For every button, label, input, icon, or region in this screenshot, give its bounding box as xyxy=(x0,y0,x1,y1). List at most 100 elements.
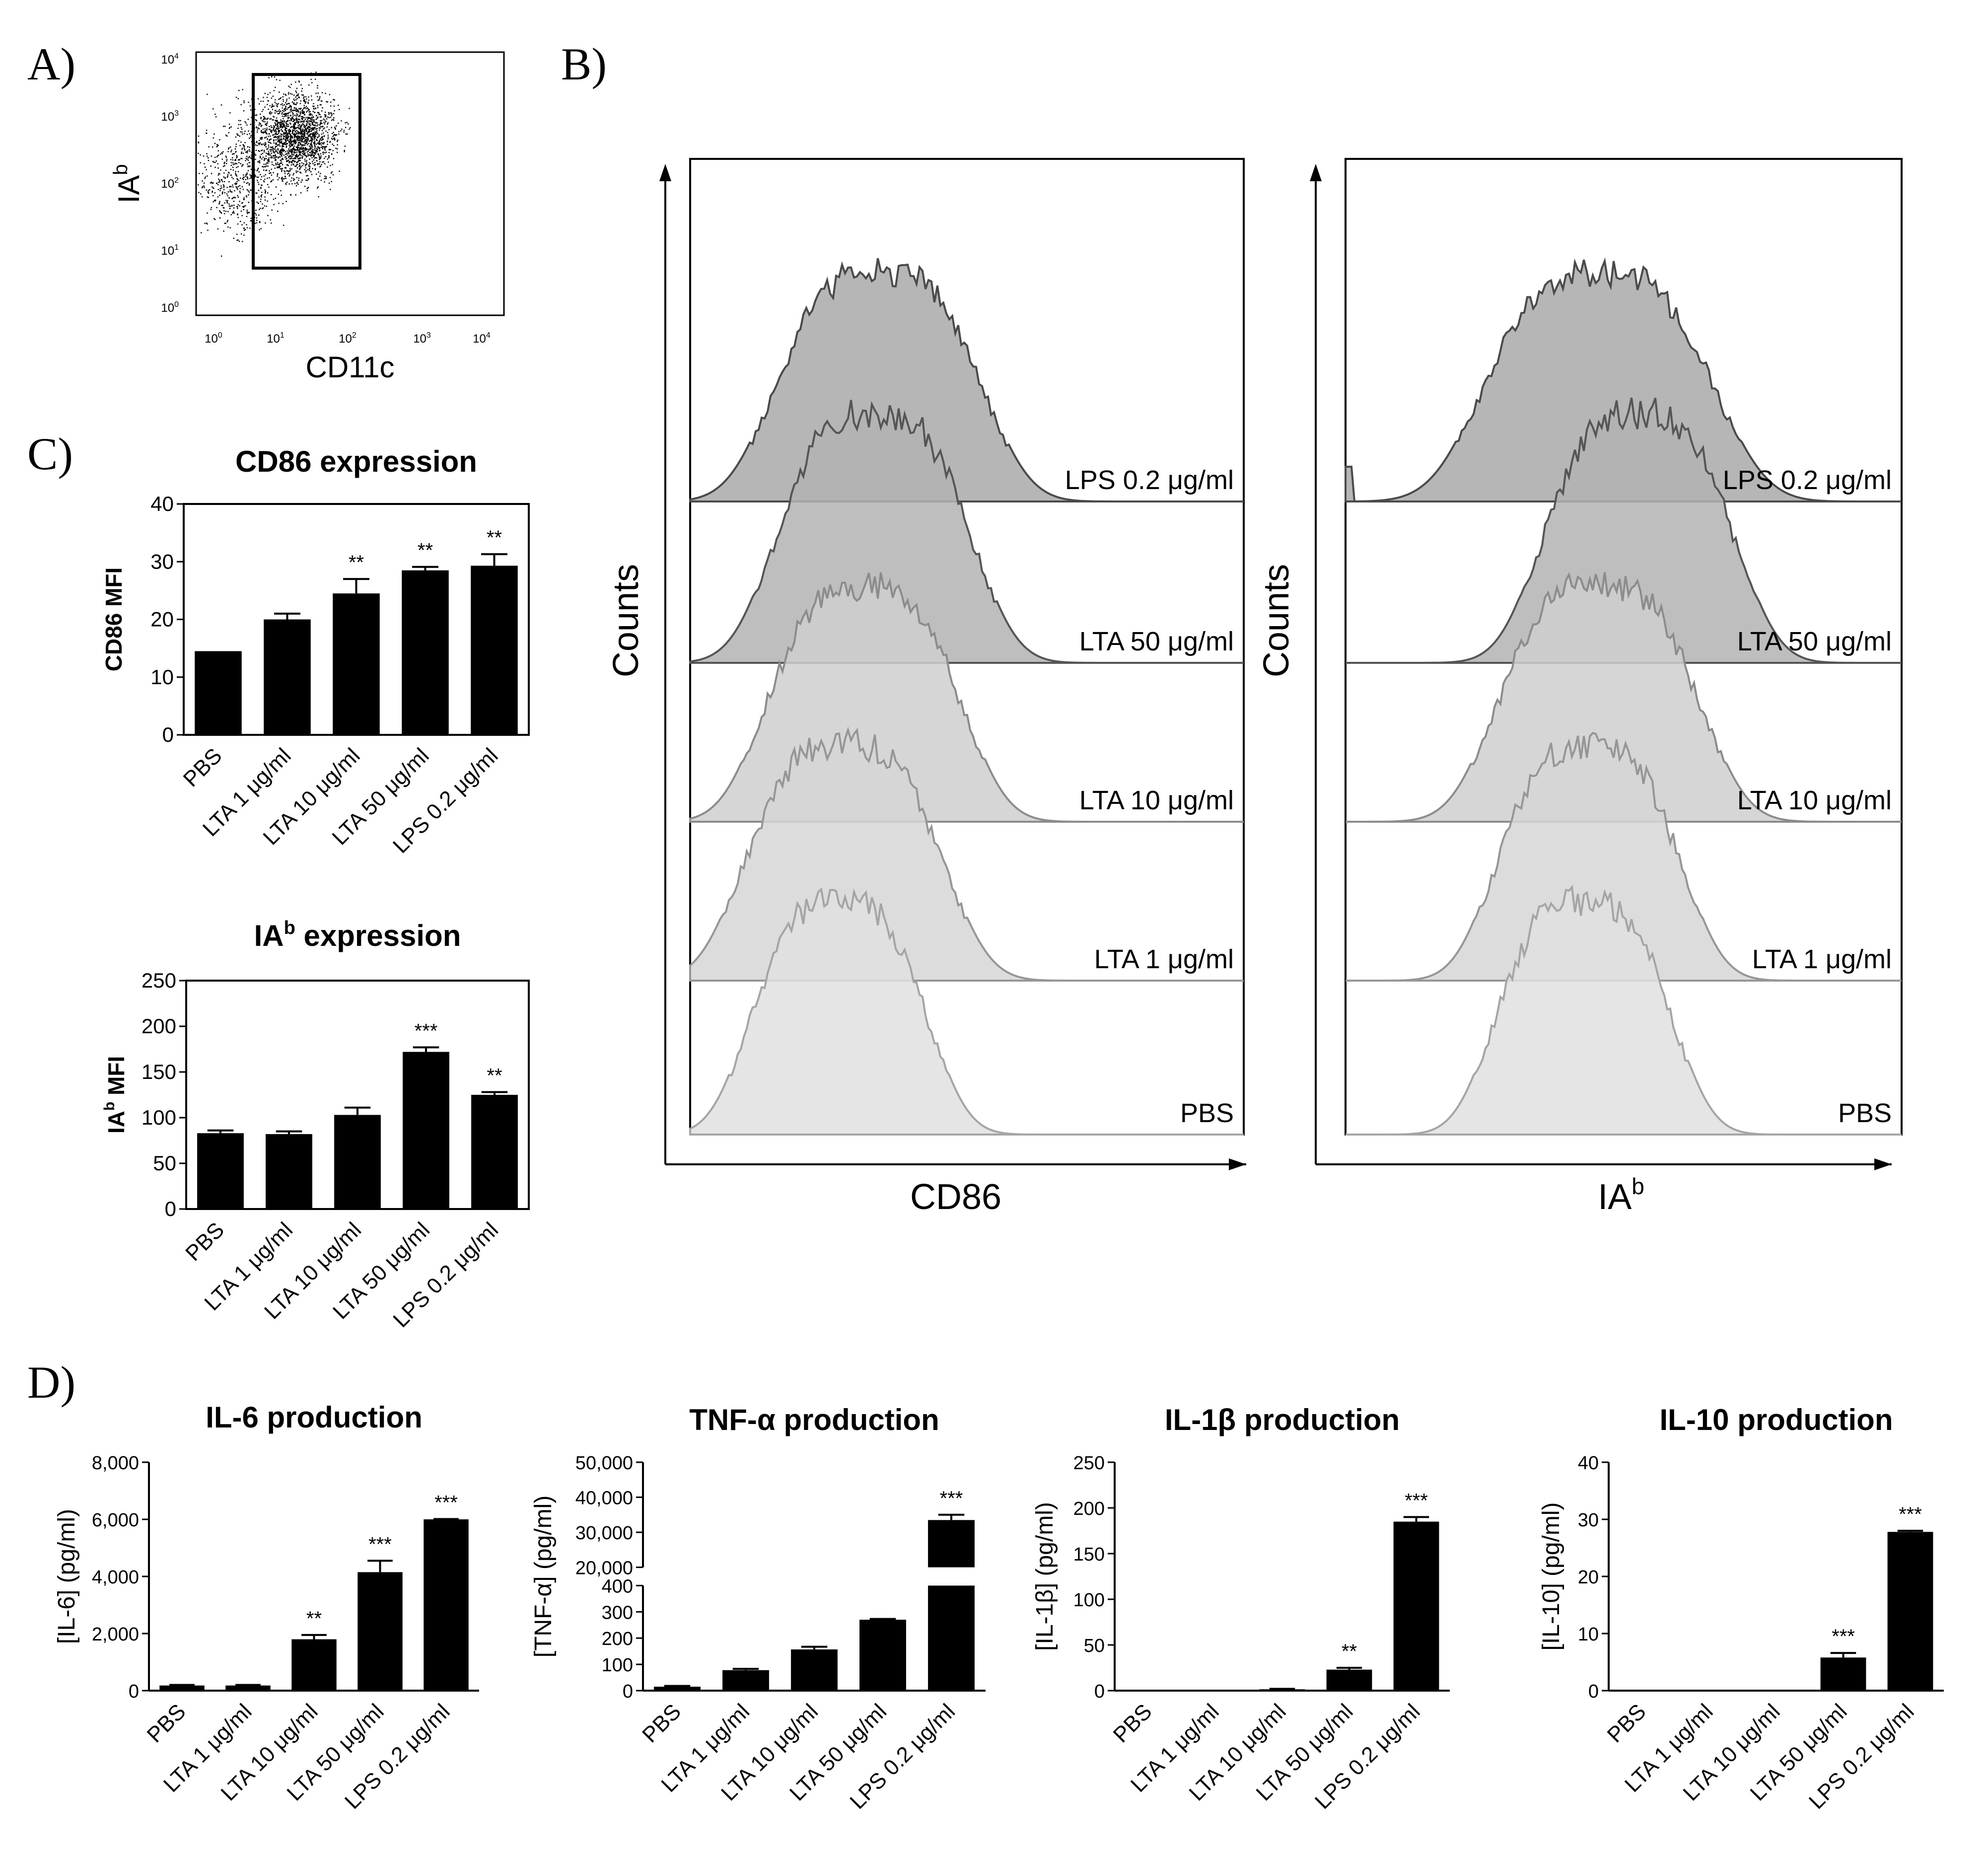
chart-title: IAb expression xyxy=(254,918,461,952)
chart-y-label: [IL-10] (pg/ml) xyxy=(1538,1502,1564,1651)
chart-y-tick-label: 20 xyxy=(150,608,174,631)
chart-y-tick-label: 200 xyxy=(1073,1498,1105,1519)
category-label: PBS xyxy=(179,743,227,791)
histogram-condition-label: LTA 10 μg/ml xyxy=(1079,785,1234,815)
bar xyxy=(654,1687,701,1691)
bar xyxy=(424,1519,469,1691)
significance-marker: ** xyxy=(418,540,433,562)
chart-y-tick-label: 200 xyxy=(602,1629,633,1649)
histogram-condition-label: PBS xyxy=(1180,1098,1234,1128)
scatter-y-tick-base: 10 xyxy=(161,244,174,258)
significance-marker: ** xyxy=(487,1065,502,1086)
scatter-y-tick: 104 xyxy=(161,52,179,67)
category-label: PBS xyxy=(638,1699,686,1747)
scatter-y-tick-exp: 1 xyxy=(174,243,179,252)
histogram-condition-label: LTA 1 μg/ml xyxy=(1752,944,1892,974)
bar xyxy=(471,1095,518,1209)
category-label: PBS xyxy=(1109,1699,1157,1747)
bar xyxy=(333,593,380,735)
bar xyxy=(1259,1689,1305,1691)
chart-y-tick-label: 100 xyxy=(142,1106,176,1129)
category-label: PBS xyxy=(142,1699,191,1747)
category-label: PBS xyxy=(1603,1699,1651,1747)
scatter-y-tick-exp: 4 xyxy=(174,52,179,61)
chart-y-tick-label: 0 xyxy=(623,1681,633,1702)
scatter-y-tick-exp: 3 xyxy=(174,109,179,118)
scatter-y-tick: 101 xyxy=(161,243,179,258)
chart-y-tick-label: 10 xyxy=(150,665,174,689)
chart-y-tick-label: 300 xyxy=(602,1602,633,1623)
histogram-counts-label: Counts xyxy=(1257,564,1296,677)
scatter-x-tick: 103 xyxy=(413,331,431,346)
chart-y-label: [IL-6] (pg/ml) xyxy=(54,1509,80,1644)
histogram-counts-label: Counts xyxy=(606,564,646,677)
chart-y-tick-label: 4,000 xyxy=(92,1567,139,1588)
histogram-x-label: CD86 xyxy=(910,1177,1001,1217)
chart-y-label-main: IA xyxy=(103,1111,129,1134)
chart-y-tick-label: 100 xyxy=(602,1655,633,1676)
chart-title: IL-6 production xyxy=(206,1401,423,1434)
scatter-x-tick-base: 10 xyxy=(267,332,280,346)
histogram-curve xyxy=(1346,732,1902,982)
scatter-x-tick-exp: 0 xyxy=(218,331,222,340)
bar-chart: IL-1β production [IL-1β] (pg/ml) 0 50 100 150… xyxy=(1032,1403,1450,1814)
chart-title-main: IA xyxy=(254,919,284,952)
histogram-x-label: IAb xyxy=(1598,1173,1644,1217)
histogram-condition-label: LTA 1 μg/ml xyxy=(1094,944,1234,974)
chart-title: TNF-α production xyxy=(689,1403,939,1436)
chart-y-tick-label: 100 xyxy=(1073,1590,1105,1611)
bar xyxy=(402,570,449,735)
chart-y-label: [IL-1β] (pg/ml) xyxy=(1032,1502,1058,1651)
scatter-x-tick-base: 10 xyxy=(413,332,426,346)
scatter-dots xyxy=(198,71,351,257)
panel-label-a: A) xyxy=(27,39,75,89)
chart-y-label: IAb MFI xyxy=(101,1056,129,1134)
bar xyxy=(928,1520,975,1568)
histogram-panel: LPS 0.2 μg/ml LTA 50 μg/ml LTA 10 μg/ml LTA… xyxy=(1257,158,1903,1217)
bar xyxy=(722,1670,769,1691)
chart-y-tick-label: 2,000 xyxy=(92,1624,139,1645)
chart-y-tick-label: 150 xyxy=(142,1060,176,1083)
significance-marker: ** xyxy=(1342,1640,1357,1662)
significance-marker: ** xyxy=(306,1608,322,1630)
bar-chart: TNF-α production [TNF-α] (pg/ml) 0 100 200 30… xyxy=(530,1403,986,1814)
scatter-y-tick-base: 10 xyxy=(161,301,174,315)
chart-y-tick-label: 30 xyxy=(150,550,174,573)
histogram-curve xyxy=(1346,397,1902,664)
scatter-frame xyxy=(195,51,505,316)
histogram-y-arrow xyxy=(1310,164,1322,181)
chart-y-tick-label: 200 xyxy=(142,1014,176,1038)
significance-marker: ** xyxy=(349,552,364,573)
bar xyxy=(225,1685,271,1691)
chart-title-rest: expression xyxy=(295,919,461,952)
histogram-x-label-main: CD86 xyxy=(910,1177,1001,1217)
bar xyxy=(266,1134,312,1209)
histogram-panels: LPS 0.2 μg/ml LTA 50 μg/ml LTA 10 μg/ml LTA… xyxy=(606,158,1903,1217)
chart-title: CD86 expression xyxy=(235,445,477,478)
chart-y-tick-label: 6,000 xyxy=(92,1510,139,1531)
chart-y-tick-label: 40 xyxy=(150,492,174,515)
significance-marker: *** xyxy=(368,1533,392,1555)
scatter-y-tick-base: 10 xyxy=(161,177,174,191)
bar xyxy=(403,1052,449,1209)
scatter-x-tick: 100 xyxy=(205,331,222,346)
scatter-x-label: CD11c xyxy=(306,351,395,384)
chart-y-label: CD86 MFI xyxy=(101,568,127,672)
histogram-curve xyxy=(1346,571,1902,823)
category-label: PBS xyxy=(181,1217,229,1266)
histogram-condition-label: LPS 0.2 μg/ml xyxy=(1723,465,1892,495)
scatter-x-tick: 101 xyxy=(267,331,284,346)
scatter-y-tick-exp: 0 xyxy=(174,300,179,309)
bar xyxy=(471,566,518,735)
scatter-y-tick-base: 10 xyxy=(161,110,174,124)
chart-y-tick-label: 250 xyxy=(1073,1453,1105,1474)
significance-marker: *** xyxy=(434,1492,458,1513)
chart-y-tick-label: 400 xyxy=(602,1576,633,1597)
bar xyxy=(159,1685,205,1691)
bar xyxy=(791,1649,838,1691)
bar xyxy=(1820,1657,1866,1691)
significance-marker: *** xyxy=(1832,1626,1855,1647)
